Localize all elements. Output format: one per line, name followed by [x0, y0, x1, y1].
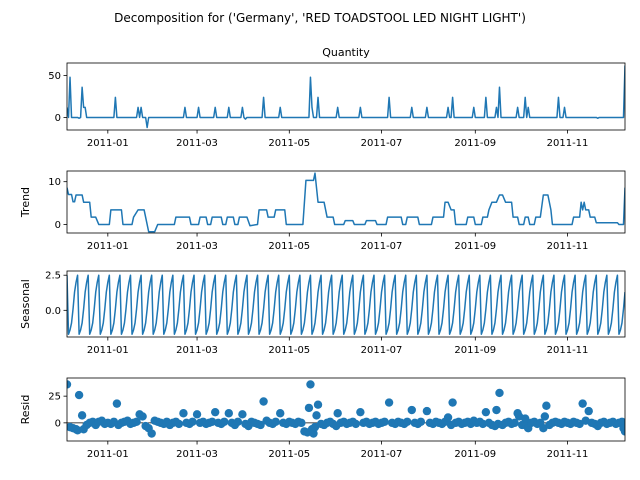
panel-seasonal: 0.0 2.5 2011-01 2011-03 2011-05 2011-07 2011-0…	[19, 270, 626, 356]
resid-ylabel: Resid	[19, 395, 32, 425]
trend-xtick-label: 2011-09	[454, 241, 496, 252]
resid-point	[333, 409, 342, 418]
resid-point	[312, 411, 321, 420]
quantity-xtick-label: 2011-11	[547, 138, 589, 149]
trend-ytick-label: 10	[48, 177, 61, 188]
resid-point	[309, 429, 318, 438]
resid-point	[132, 417, 141, 426]
trend-axes-frame	[66, 170, 626, 234]
quantity-xtick-label: 2011-01	[87, 138, 129, 149]
resid-point	[620, 427, 625, 436]
resid-point	[617, 417, 625, 426]
resid-point	[271, 417, 280, 426]
resid-point	[540, 412, 550, 421]
panel-quantity: 0 50 2011-01 2011-03 2011-05 2011-07 2011-09 20…	[48, 46, 626, 149]
resid-xtick-label: 2011-09	[454, 449, 496, 460]
panel-resid: 0 25 2011-01 2011-03 2011-05 2011-07 2011-09 20…	[19, 377, 626, 460]
seasonal-xtick-label: 2011-07	[361, 345, 403, 356]
resid-point	[416, 417, 426, 426]
resid-point	[276, 409, 285, 418]
resid-point	[147, 429, 156, 438]
quantity-xtick-label: 2011-05	[268, 138, 310, 149]
resid-point	[313, 400, 323, 409]
seasonal-xtick-label: 2011-11	[547, 345, 589, 356]
seasonal-xtick-label: 2011-03	[176, 345, 218, 356]
resid-point	[259, 397, 268, 406]
resid-point	[492, 405, 501, 415]
trend-ytick-label: 0	[55, 220, 61, 231]
resid-point	[256, 420, 265, 430]
resid-point	[356, 407, 365, 417]
seasonal-xtick-label: 2011-05	[268, 345, 310, 356]
trend-ylabel: Trend	[19, 187, 32, 218]
resid-point	[495, 388, 504, 398]
seasonal-xtick-label: 2011-01	[87, 345, 129, 356]
quantity-series-line	[67, 65, 625, 129]
resid-point	[422, 406, 432, 416]
resid-axes-frame	[66, 377, 626, 442]
resid-point	[521, 414, 530, 423]
seasonal-xtick-label: 2011-09	[454, 345, 496, 356]
resid-point	[77, 411, 87, 420]
seasonal-ytick-label: 2.5	[45, 271, 61, 282]
resid-ytick-label: 25	[48, 392, 61, 403]
seasonal-ytick-label: 0.0	[45, 306, 61, 317]
resid-point	[74, 390, 84, 400]
quantity-xtick-label: 2011-03	[176, 138, 218, 149]
resid-xtick-label: 2011-01	[87, 449, 129, 460]
resid-point	[192, 410, 202, 419]
resid-point	[304, 403, 314, 413]
trend-xtick-label: 2011-03	[176, 241, 218, 252]
resid-point	[224, 409, 233, 418]
resid-point	[443, 413, 453, 422]
trend-series-line	[67, 172, 625, 233]
resid-xtick-label: 2011-05	[268, 449, 310, 460]
resid-xtick-label: 2011-07	[361, 449, 403, 460]
resid-point	[211, 407, 220, 417]
resid-point	[351, 419, 361, 429]
resid-point	[407, 405, 416, 415]
trend-xtick-label: 2011-11	[547, 241, 589, 252]
seasonal-series-line	[67, 274, 625, 335]
trend-xtick-label: 2011-05	[268, 241, 310, 252]
quantity-ytick-label: 50	[48, 71, 61, 82]
resid-ytick-label: 0	[55, 418, 61, 429]
resid-point	[384, 398, 394, 407]
quantity-title: Quantity	[322, 46, 370, 59]
resid-xtick-label: 2011-03	[176, 449, 218, 460]
resid-point	[138, 412, 147, 421]
seasonal-axes-frame	[66, 270, 626, 338]
resid-point	[174, 419, 184, 429]
panel-trend: 0 10 2011-01 2011-03 2011-05 2011-07 2011-09 20…	[19, 170, 626, 252]
resid-point	[297, 418, 306, 428]
resid-point	[188, 417, 197, 426]
figure-title: Decomposition for ('Germany', 'RED TOADS…	[114, 11, 526, 25]
resid-point	[233, 417, 243, 426]
resid-point	[542, 401, 551, 410]
resid-point	[238, 410, 247, 419]
resid-point	[306, 380, 315, 389]
resid-point	[584, 406, 593, 416]
resid-point	[481, 407, 491, 417]
resid-point	[380, 417, 389, 426]
resid-point	[67, 380, 72, 389]
resid-point	[220, 417, 229, 426]
resid-point	[403, 417, 412, 426]
trend-xtick-label: 2011-07	[361, 241, 403, 252]
quantity-axes-frame	[66, 62, 626, 131]
resid-point	[578, 399, 587, 408]
seasonal-ylabel: Seasonal	[19, 279, 32, 329]
quantity-xtick-label: 2011-07	[361, 138, 403, 149]
trend-xtick-label: 2011-01	[87, 241, 129, 252]
quantity-xtick-label: 2011-09	[454, 138, 496, 149]
resid-point	[510, 418, 519, 428]
resid-point	[179, 409, 188, 418]
resid-point	[112, 399, 122, 408]
resid-xtick-label: 2011-11	[547, 449, 589, 460]
quantity-ytick-label: 0	[55, 113, 61, 124]
resid-point	[448, 398, 457, 407]
